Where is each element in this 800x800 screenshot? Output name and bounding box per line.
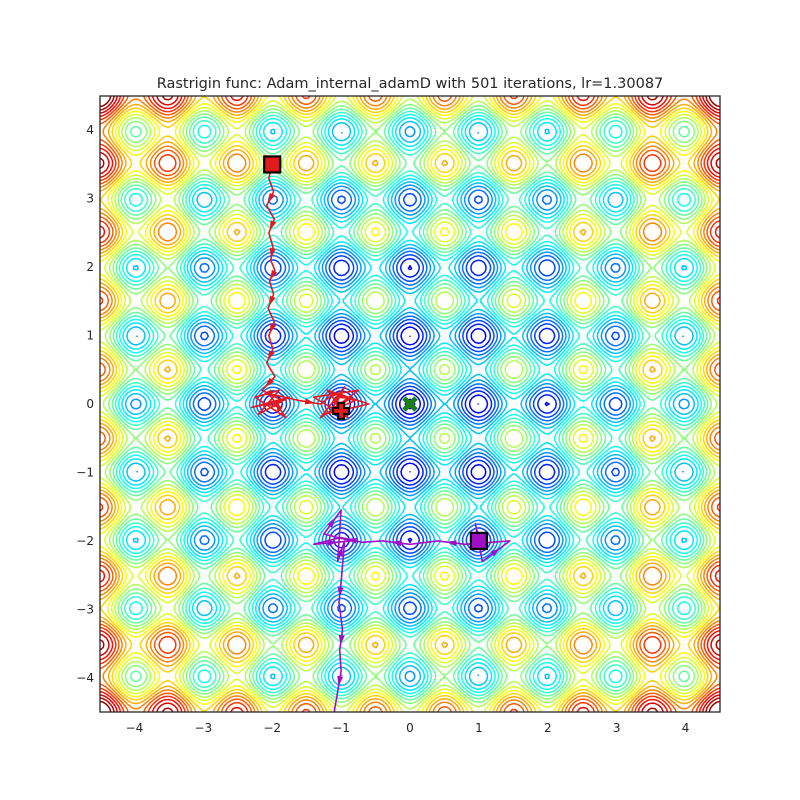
start-marker-0 (263, 155, 282, 174)
contour-level (100, 96, 720, 712)
x-tick-label: 2 (544, 721, 552, 735)
start-marker-1 (469, 531, 488, 550)
path-arrowhead (304, 398, 316, 405)
x-tick-label: 1 (475, 721, 483, 735)
x-tick-label: −2 (263, 721, 281, 735)
path-arrowhead (338, 392, 350, 399)
path-arrowhead (262, 399, 273, 406)
contour-level (121, 116, 699, 692)
path-arrowhead (490, 548, 501, 557)
contour-level (102, 98, 718, 710)
path-arrowhead (336, 546, 343, 557)
path-arrowhead (338, 634, 345, 646)
x-tick-label: 3 (613, 721, 621, 735)
global-minimum-marker (402, 396, 418, 412)
y-tick-label: 3 (86, 192, 94, 206)
y-axis-ticks: −4 −3 −2 −1 0 1 2 3 4 (76, 123, 94, 685)
y-tick-label: −4 (76, 671, 94, 685)
contour-level (114, 110, 706, 698)
chart-title: Rastrigin func: Adam_internal_adamD with… (157, 76, 664, 92)
path-arrowhead (269, 269, 278, 281)
contour-level (130, 125, 690, 683)
path-arrowhead (346, 538, 357, 544)
path-arrowhead (274, 401, 283, 412)
contour-level (100, 96, 720, 712)
path-arrowhead (337, 675, 344, 687)
path-arrowhead (327, 540, 338, 547)
y-tick-label: 1 (86, 329, 94, 343)
y-tick-label: 4 (86, 123, 94, 137)
path-arrowhead (327, 518, 336, 528)
plot-frame (99, 95, 721, 713)
x-tick-label: −1 (332, 721, 350, 735)
x-tick-label: 4 (682, 721, 690, 735)
contour-level (100, 96, 720, 712)
contour-level (100, 96, 720, 712)
path-arrowhead (330, 391, 341, 398)
path-arrowhead (267, 192, 276, 204)
end-marker-0 (332, 401, 351, 420)
contour-level (192, 187, 628, 621)
path-arrowhead (269, 220, 277, 231)
path-arrowhead (446, 540, 457, 547)
y-tick-label: 2 (86, 260, 94, 274)
contour-level (111, 107, 709, 701)
contour-level (100, 96, 720, 712)
y-tick-label: −2 (76, 534, 94, 548)
path-arrowhead (267, 350, 275, 361)
contour-level (117, 113, 703, 695)
contour-level (100, 96, 720, 712)
path-arrowhead (269, 322, 277, 334)
y-tick-label: 0 (86, 397, 94, 411)
x-axis-ticks: −4 −3 −2 −1 0 1 2 3 4 (126, 721, 690, 735)
x-tick-label: 0 (406, 721, 414, 735)
contour-level (100, 96, 720, 712)
contour-level (107, 103, 713, 705)
contour-level (100, 96, 720, 712)
markers (263, 155, 488, 550)
y-tick-label: −1 (76, 465, 94, 479)
path-arrowhead (262, 389, 273, 396)
path-arrowhead (264, 377, 275, 388)
contour-level (100, 96, 720, 712)
path-arrowhead (268, 295, 276, 306)
x-tick-label: −4 (126, 721, 144, 735)
x-tick-label: −3 (194, 721, 212, 735)
path-arrowhead (269, 248, 276, 259)
path-arrowhead (337, 586, 344, 598)
contour-level (100, 96, 720, 712)
path-arrowhead (391, 540, 402, 547)
y-tick-label: −3 (76, 602, 94, 616)
